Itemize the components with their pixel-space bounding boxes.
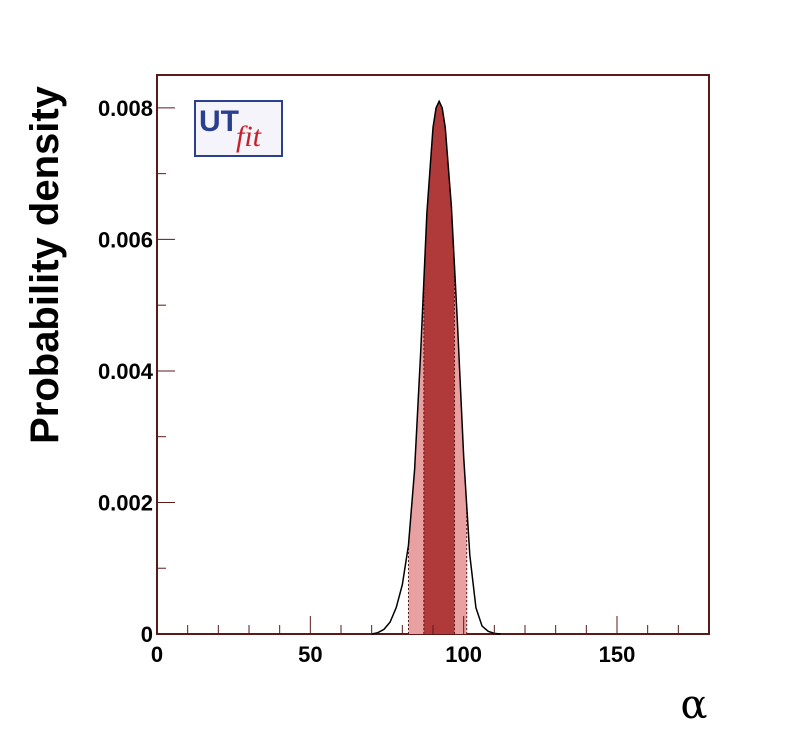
x-axis-label: α [680, 682, 707, 728]
y-tick-label: 0.004 [98, 359, 154, 384]
x-tick-label: 50 [298, 642, 322, 667]
interval-fills [407, 101, 468, 634]
logo-fit-text: fit [236, 120, 262, 153]
utfit-logo: UT fit [194, 100, 283, 157]
tick-labels: 0 50 100 150 0 0.002 0.004 0.006 0.008 [98, 96, 635, 667]
interval-68pct [423, 101, 455, 634]
y-axis-label: Probability density [23, 85, 67, 444]
axis-ticks [156, 107, 710, 635]
logo-ut-text: UT [199, 105, 239, 138]
x-tick-label: 100 [445, 642, 482, 667]
density-line [371, 99, 501, 635]
y-tick-label: 0.008 [98, 96, 153, 121]
x-tick-label: 150 [599, 642, 636, 667]
density-curve [371, 99, 501, 635]
y-tick-label: 0.006 [98, 227, 153, 252]
y-tick-label: 0.002 [98, 490, 153, 515]
y-tick-label: 0 [141, 622, 153, 647]
x-tick-label: 0 [151, 642, 163, 667]
